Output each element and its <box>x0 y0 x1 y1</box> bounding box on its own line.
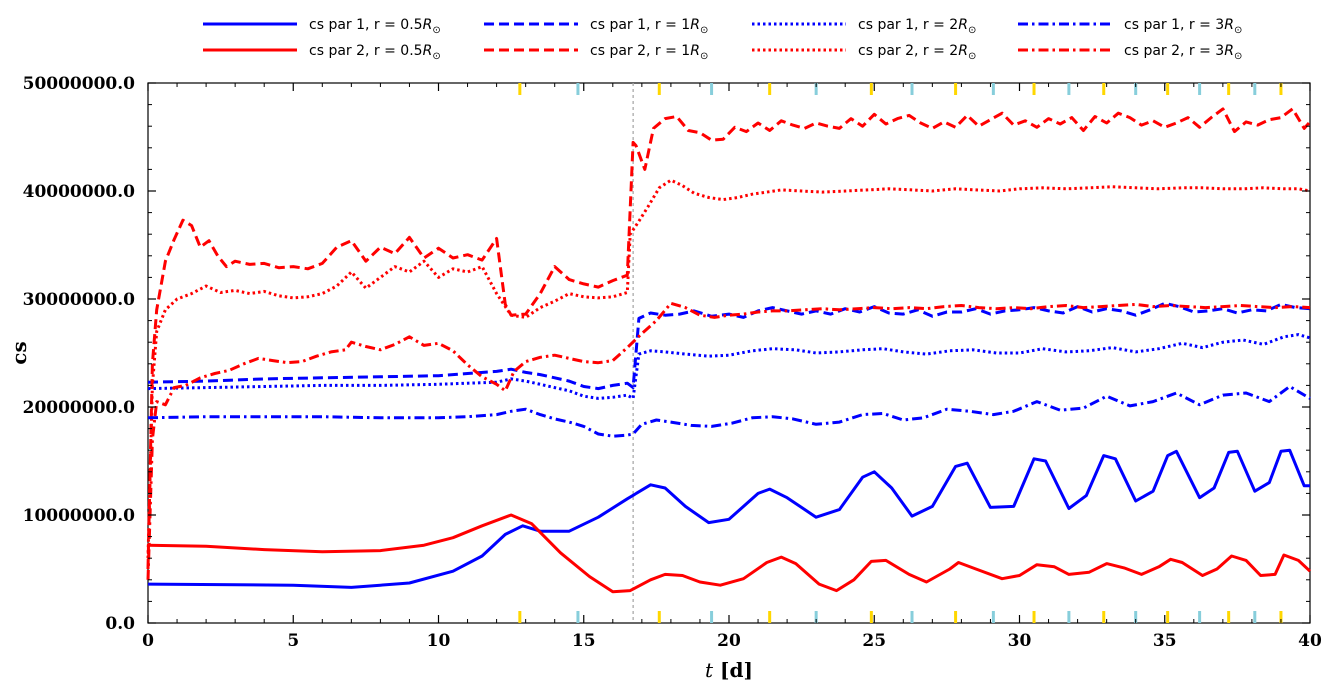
series-line <box>147 301 1311 391</box>
legend-label-unit: R <box>1224 17 1234 33</box>
series-line <box>147 448 1310 589</box>
legend-label-name: cs par 1, r = 0.5 <box>309 17 423 33</box>
legend-label-sun-symbol: ⊙ <box>1234 51 1242 62</box>
legend-label: cs par 2, r = 1R⊙ <box>590 43 708 62</box>
x-axis-label: t [d] <box>705 658 753 682</box>
legend-label-unit: R <box>1224 43 1234 59</box>
series-line <box>147 333 1311 400</box>
y-tick-label: 30000000.0 <box>23 290 136 310</box>
legend-label: cs par 2, r = 0.5R⊙ <box>309 43 441 62</box>
event-markers <box>518 83 1283 623</box>
legend-label-sun-symbol: ⊙ <box>968 25 976 36</box>
legend-item: cs par 1, r = 1R⊙ <box>484 17 708 36</box>
legend-label-unit: R <box>690 43 700 59</box>
legend-label-name: cs par 1, r = 1 <box>590 17 690 33</box>
legend-item: cs par 1, r = 0.5R⊙ <box>203 17 441 36</box>
x-tick-label: 20 <box>717 631 741 651</box>
legend-label: cs par 2, r = 3R⊙ <box>1124 43 1242 62</box>
series-line <box>147 513 1312 594</box>
legend-label-sun-symbol: ⊙ <box>700 25 708 36</box>
x-tick-label: 10 <box>427 631 451 651</box>
legend-label-name: cs par 2, r = 2 <box>858 43 958 59</box>
legend-label-sun-symbol: ⊙ <box>1234 25 1242 36</box>
legend-label: cs par 2, r = 2R⊙ <box>858 43 976 62</box>
x-tick-label: 40 <box>1298 631 1322 651</box>
legend-label-unit: R <box>690 17 700 33</box>
series-line <box>146 301 1311 580</box>
y-tick-label: 0.0 <box>105 614 135 634</box>
legend-item: cs par 2, r = 3R⊙ <box>1018 43 1242 62</box>
y-axis-label: cs <box>7 341 31 364</box>
legend-label-sun-symbol: ⊙ <box>432 25 440 36</box>
legend-label-name: cs par 1, r = 2 <box>858 17 958 33</box>
legend-label-sun-symbol: ⊙ <box>432 51 440 62</box>
legend-label-name: cs par 1, r = 3 <box>1124 17 1224 33</box>
legend-label: cs par 1, r = 0.5R⊙ <box>309 17 441 36</box>
legend-label-name: cs par 2, r = 1 <box>590 43 690 59</box>
y-tick-label: 50000000.0 <box>23 74 136 94</box>
series-layer <box>146 107 1312 594</box>
y-tick-label: 20000000.0 <box>23 398 136 418</box>
legend-label-unit: R <box>423 43 433 59</box>
plot-area: 0 5 10 15 20 25 30 35 40 0.0 10000000.0 20000000.0 3… <box>23 74 1322 651</box>
legend-label-name: cs par 2, r = 0.5 <box>309 43 423 59</box>
legend-label-unit: R <box>958 43 968 59</box>
legend-label: cs par 1, r = 1R⊙ <box>590 17 708 36</box>
legend-label-sun-symbol: ⊙ <box>968 51 976 62</box>
legend-label: cs par 1, r = 2R⊙ <box>858 17 976 36</box>
legend-label: cs par 1, r = 3R⊙ <box>1124 17 1242 36</box>
series-line <box>146 178 1311 559</box>
x-tick-label: 0 <box>142 631 154 651</box>
legend-item: cs par 2, r = 0.5R⊙ <box>203 43 441 62</box>
series-line <box>147 385 1311 438</box>
legend-item: cs par 2, r = 2R⊙ <box>752 43 976 62</box>
x-tick-label: 15 <box>572 631 596 651</box>
y-tick-label: 10000000.0 <box>23 506 136 526</box>
axis-ticks: 0 5 10 15 20 25 30 35 40 0.0 10000000.0 20000000.0 3… <box>23 74 1322 651</box>
x-tick-label: 30 <box>1008 631 1032 651</box>
legend-label-unit: R <box>423 17 433 33</box>
x-tick-label: 5 <box>287 631 299 651</box>
legend-label-sun-symbol: ⊙ <box>700 51 708 62</box>
legend: cs par 1, r = 0.5R⊙ cs par 1, r = 1R⊙ cs p… <box>203 17 1242 62</box>
x-axis-label-unit: [d] <box>713 658 753 682</box>
series-line <box>146 107 1312 570</box>
x-axis-label-italic: t <box>705 658 714 682</box>
legend-label-name: cs par 2, r = 3 <box>1124 43 1224 59</box>
y-tick-label: 40000000.0 <box>23 182 136 202</box>
x-tick-label: 25 <box>862 631 886 651</box>
legend-item: cs par 1, r = 3R⊙ <box>1018 17 1242 36</box>
legend-label-unit: R <box>958 17 968 33</box>
legend-item: cs par 1, r = 2R⊙ <box>752 17 976 36</box>
x-tick-label: 35 <box>1153 631 1177 651</box>
legend-item: cs par 2, r = 1R⊙ <box>484 43 708 62</box>
